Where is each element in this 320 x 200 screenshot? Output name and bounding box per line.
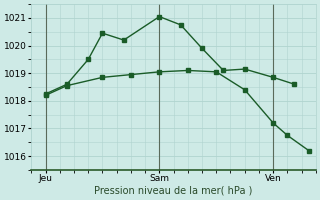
- X-axis label: Pression niveau de la mer( hPa ): Pression niveau de la mer( hPa ): [94, 186, 253, 196]
